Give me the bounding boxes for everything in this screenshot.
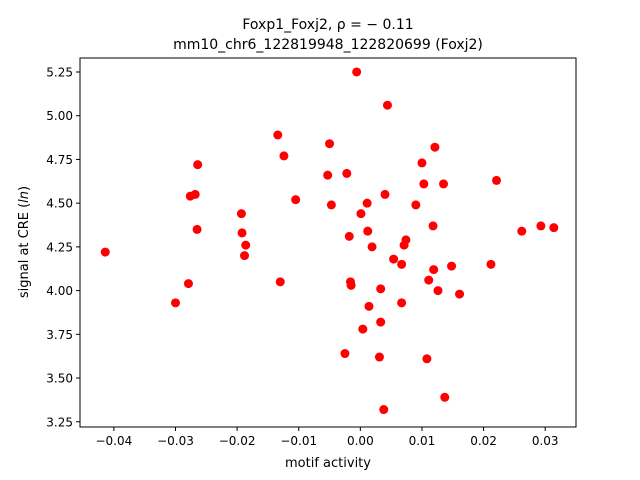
- data-point: [376, 284, 386, 294]
- data-point: [363, 226, 373, 236]
- y-tick-label: 4.75: [46, 153, 73, 167]
- data-point: [367, 242, 377, 252]
- data-point: [397, 298, 407, 308]
- data-point: [411, 200, 421, 210]
- x-tick-label: −0.04: [95, 434, 132, 448]
- data-point: [291, 195, 301, 205]
- x-tick-label: 0.01: [409, 434, 436, 448]
- x-tick-label: 0.03: [532, 434, 559, 448]
- data-point: [193, 160, 203, 170]
- data-point: [275, 277, 285, 287]
- y-axis-ticks: 3.25 3.50 3.75 4.00 4.25 4.50 4.75 5.00 5.25: [46, 65, 80, 429]
- data-point: [192, 224, 202, 234]
- x-tick-label: −0.03: [157, 434, 194, 448]
- data-point: [352, 67, 362, 77]
- plot-area-frame: [79, 57, 577, 428]
- data-point: [346, 280, 356, 290]
- data-point: [422, 354, 432, 364]
- x-tick-label: 0.00: [347, 434, 374, 448]
- data-point: [517, 226, 527, 236]
- y-axis-label: signal at CRE (ln): [17, 186, 32, 298]
- data-point: [356, 209, 366, 219]
- x-axis-label: motif activity: [285, 456, 371, 471]
- data-point: [240, 251, 250, 261]
- data-point: [447, 261, 457, 271]
- data-point: [536, 221, 546, 231]
- data-point: [455, 289, 465, 299]
- data-point: [433, 286, 443, 296]
- data-point: [325, 139, 335, 149]
- data-point: [389, 254, 399, 264]
- y-tick-label: 3.25: [46, 415, 73, 429]
- chart-title-line-1: Foxp1_Foxj2, ρ = − 0.11: [242, 17, 413, 33]
- data-point: [424, 275, 434, 285]
- data-point: [362, 198, 372, 208]
- data-point: [279, 151, 289, 161]
- data-point: [326, 200, 336, 210]
- data-point: [492, 175, 502, 185]
- data-point: [358, 324, 368, 334]
- data-point: [171, 298, 181, 308]
- data-point: [364, 301, 374, 311]
- y-axis-label-prefix: signal at CRE (: [17, 203, 32, 298]
- y-tick-label: 5.25: [46, 65, 73, 79]
- data-point: [428, 221, 438, 231]
- x-tick-label: −0.02: [219, 434, 256, 448]
- data-point: [419, 179, 429, 189]
- y-tick-label: 3.50: [46, 372, 73, 386]
- data-point: [340, 349, 350, 359]
- data-point: [397, 259, 407, 269]
- data-point: [440, 392, 450, 402]
- data-point: [323, 170, 333, 180]
- data-point: [241, 240, 251, 250]
- data-point: [549, 223, 559, 233]
- data-point: [379, 405, 389, 415]
- data-point: [183, 279, 193, 289]
- data-point: [344, 231, 354, 241]
- data-point: [439, 179, 449, 189]
- data-point: [429, 265, 439, 275]
- data-point: [417, 158, 427, 168]
- x-axis-ticks: −0.04 −0.03 −0.02 −0.01 0.00 0.01 0.02 0.03: [95, 427, 559, 448]
- data-point: [374, 352, 384, 362]
- data-point: [430, 142, 440, 152]
- data-point: [236, 209, 246, 219]
- y-tick-label: 4.25: [46, 240, 73, 254]
- y-tick-label: 4.00: [46, 284, 73, 298]
- data-point: [273, 130, 283, 140]
- data-point: [237, 228, 247, 238]
- x-tick-label: 0.02: [470, 434, 497, 448]
- y-tick-label: 4.50: [46, 197, 73, 211]
- data-point: [401, 235, 411, 245]
- y-tick-label: 5.00: [46, 109, 73, 123]
- data-point: [376, 317, 386, 327]
- data-point: [382, 100, 392, 110]
- chart-title-line-2: mm10_chr6_122819948_122820699 (Foxj2): [173, 37, 483, 53]
- x-tick-label: −0.01: [280, 434, 317, 448]
- y-axis-label-italic: ln: [17, 191, 32, 203]
- y-tick-label: 3.75: [46, 328, 73, 342]
- data-point: [380, 189, 390, 199]
- data-points: [100, 67, 559, 415]
- y-axis-label-suffix: ): [17, 186, 32, 191]
- data-point: [486, 259, 496, 269]
- data-point: [342, 168, 352, 178]
- data-point: [100, 247, 110, 257]
- data-point: [190, 189, 200, 199]
